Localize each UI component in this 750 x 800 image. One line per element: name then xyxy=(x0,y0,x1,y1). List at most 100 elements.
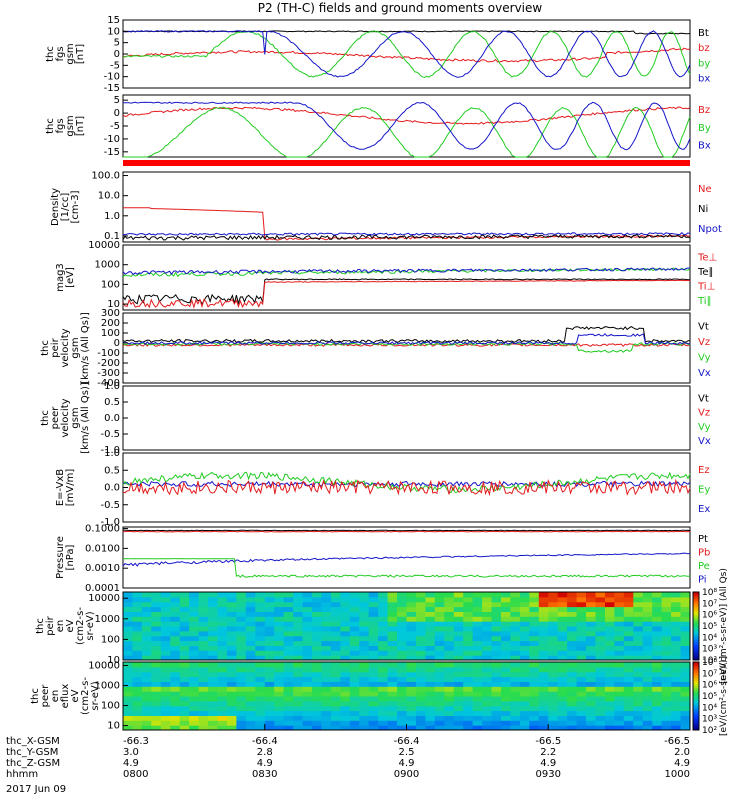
heatmap-cell xyxy=(557,616,568,622)
heatmap-cell xyxy=(198,691,209,697)
heatmap-cell xyxy=(406,700,417,707)
heatmap-cell xyxy=(680,621,691,627)
heatmap-cell xyxy=(472,592,483,598)
heatmap-cell xyxy=(378,686,388,692)
heatmap-cell xyxy=(293,662,303,668)
heatmap-cell xyxy=(444,592,455,598)
heatmap-cell xyxy=(642,691,653,697)
heatmap-cell xyxy=(132,720,143,726)
heatmap-cell xyxy=(264,725,275,731)
heatmap-cell xyxy=(283,616,294,622)
heatmap-cell xyxy=(387,696,398,702)
heatmap-cell xyxy=(321,640,332,646)
heatmap-cell xyxy=(463,671,474,678)
heatmap-cell xyxy=(453,662,464,668)
heatmap-cell xyxy=(519,592,530,598)
y-tick-label: 0.5 xyxy=(104,397,120,408)
heatmap-cell xyxy=(680,686,691,692)
heatmap-cell xyxy=(453,676,464,682)
heatmap-cell xyxy=(368,621,379,627)
heatmap-cell xyxy=(302,700,313,707)
heatmap-cell xyxy=(538,601,549,608)
colorbar-step xyxy=(693,704,699,707)
heatmap-cell xyxy=(605,616,615,622)
heatmap-cell xyxy=(576,592,587,598)
heatmap-cell xyxy=(245,662,256,668)
heatmap-cell xyxy=(472,676,483,682)
heatmap-cell xyxy=(586,635,596,642)
heatmap-cell xyxy=(510,621,521,627)
heatmap-cell xyxy=(548,666,559,673)
heatmap-cell xyxy=(141,611,152,617)
heatmap-cell xyxy=(236,645,247,651)
heatmap-cell xyxy=(283,681,294,687)
panel-frame xyxy=(122,171,691,243)
heatmap-cell xyxy=(519,671,530,678)
heatmap-cell xyxy=(283,725,294,731)
y-tick-label: 0.0001 xyxy=(85,583,120,594)
series-pressure-1 xyxy=(122,530,690,533)
heatmap-cell xyxy=(217,640,228,646)
heatmap-cell xyxy=(368,626,379,632)
colorbar-tick: 10⁷ xyxy=(702,599,717,609)
heatmap-cell xyxy=(633,666,644,673)
heatmap-cell xyxy=(491,662,502,668)
heatmap-cell xyxy=(623,606,634,612)
heatmap-cell xyxy=(368,611,379,617)
heatmap-cell xyxy=(557,705,568,712)
heatmap-cell xyxy=(274,650,285,656)
heatmap-cell xyxy=(123,671,133,678)
heatmap-cell xyxy=(444,655,455,661)
heatmap-cell xyxy=(321,696,332,702)
heatmap-cell xyxy=(595,650,606,656)
heatmap-cell xyxy=(614,700,625,707)
heatmap-cell xyxy=(283,630,294,637)
heatmap-cell xyxy=(293,666,303,673)
heatmap-cell xyxy=(217,676,228,682)
heatmap-cell xyxy=(661,592,672,598)
heatmap-cell xyxy=(208,720,218,726)
heatmap-cell xyxy=(623,725,634,731)
heatmap-cell xyxy=(491,592,502,598)
heatmap-cell xyxy=(642,630,653,637)
heatmap-cell xyxy=(642,700,653,707)
heatmap-cell xyxy=(368,655,379,661)
heatmap-cell xyxy=(472,691,483,697)
heatmap-cell xyxy=(378,616,388,622)
heatmap-cell xyxy=(652,596,663,603)
legend-entry: Bz xyxy=(698,105,710,116)
heatmap-cell xyxy=(378,725,388,731)
heatmap-cell xyxy=(576,666,587,673)
heatmap-cell xyxy=(519,626,530,632)
heatmap-cell xyxy=(274,606,285,612)
heatmap-cell xyxy=(633,606,644,612)
heatmap-cell xyxy=(415,720,426,726)
heatmap-cell xyxy=(283,601,294,608)
heatmap-cell xyxy=(217,715,228,721)
heatmap-cell xyxy=(397,691,407,697)
y-tick-label: 10000 xyxy=(88,593,120,604)
heatmap-cell xyxy=(529,681,540,687)
colorbar-step xyxy=(693,719,699,722)
heatmap-cell xyxy=(283,686,294,692)
heatmap-cell xyxy=(642,640,653,646)
heatmap-cell xyxy=(264,640,275,646)
red-band xyxy=(123,160,690,166)
heatmap-cell xyxy=(557,676,568,682)
heatmap-cell xyxy=(160,626,171,632)
heatmap-cell xyxy=(425,662,436,668)
heatmap-cell xyxy=(236,606,247,612)
heatmap-cell xyxy=(671,720,681,726)
heatmap-cell xyxy=(141,705,152,712)
heatmap-cell xyxy=(472,715,483,721)
heatmap-cell xyxy=(397,596,407,603)
colorbar-label: [eV/(cm²-s-sr-eV)] (All Qs) xyxy=(719,568,729,684)
y-axis-label: velocity xyxy=(60,398,71,437)
heatmap-cell xyxy=(538,650,549,656)
heatmap-cell xyxy=(302,662,313,668)
heatmap-cell xyxy=(548,601,559,608)
heatmap-cell xyxy=(482,700,492,707)
heatmap-cell xyxy=(226,681,237,687)
x-axis-value: 0830 xyxy=(252,769,277,780)
heatmap-cell xyxy=(368,671,379,678)
